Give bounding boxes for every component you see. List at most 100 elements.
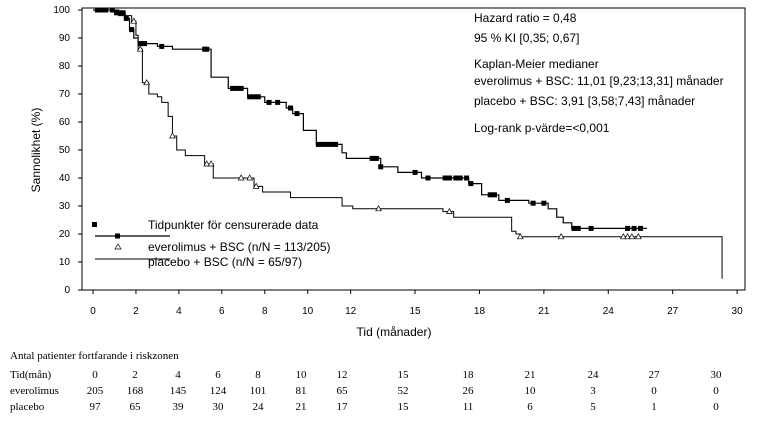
censored-mark-everolimus (129, 27, 135, 33)
censored-mark-everolimus (204, 46, 210, 52)
censored-mark-everolimus (504, 197, 510, 203)
legend: Tidpunkter för censurerade data everolimu… (92, 218, 331, 269)
x-tick-label: 0 (90, 306, 96, 317)
censored-mark-everolimus (288, 105, 294, 111)
risk-cell: 5 (590, 401, 596, 413)
censored-mark-everolimus (457, 175, 463, 181)
censored-mark-everolimus (123, 15, 129, 21)
censored-mark-everolimus (294, 111, 300, 117)
censored-mark-placebo (246, 174, 254, 181)
censored-mark-everolimus (412, 169, 418, 175)
censored-mark-everolimus (328, 141, 334, 147)
censored-mark-placebo (136, 45, 144, 52)
risk-cell: 145 (170, 385, 187, 397)
legend-everolimus-marker (115, 233, 120, 239)
risk-cell: 1 (651, 401, 657, 413)
censored-mark-everolimus (120, 10, 126, 16)
risk-cell: 2 (132, 369, 138, 381)
y-axis-label: Sannolikhet (%) (29, 108, 43, 193)
censored-mark-placebo (375, 205, 382, 212)
censored-mark-everolimus (137, 41, 143, 47)
censored-mark-placebo (207, 160, 215, 167)
censored-mark-everolimus (275, 99, 281, 105)
risk-cell: 18 (463, 369, 475, 381)
censored-mark-everolimus (637, 225, 643, 231)
annotation-line: Kaplan-Meier medianer (474, 57, 599, 71)
risk-table-title: Antal patienter fortfarande i riskzonen (10, 350, 179, 362)
risk-cell: 10 (296, 369, 308, 381)
risk-cell: 27 (649, 369, 661, 381)
risk-cell: 21 (525, 369, 536, 381)
censored-mark-placebo (634, 233, 642, 240)
censored-mark-everolimus (142, 41, 148, 47)
censored-mark-everolimus (541, 200, 547, 206)
censored-mark-placebo (557, 233, 565, 240)
risk-table: Antal patienter fortfarande i riskzonen T… (10, 350, 722, 413)
censored-mark-placebo (624, 233, 632, 240)
annotation-line: Hazard ratio = 0,48 (474, 11, 577, 25)
risk-cell: 0 (713, 401, 719, 413)
y-tick-label: 20 (59, 229, 71, 240)
censored-mark-everolimus (159, 43, 165, 49)
censored-mark-everolimus (266, 99, 272, 105)
risk-cell: 11 (463, 401, 474, 413)
annotation-line: placebo + BSC: 3,91 [3,58;7,43] månader (474, 94, 695, 108)
y-tick-label: 80 (59, 61, 71, 72)
risk-cell: 101 (250, 385, 267, 397)
censored-mark-everolimus (487, 192, 493, 198)
risk-cell: 52 (398, 385, 409, 397)
legend-censored-marker (92, 222, 97, 227)
x-tick-label: 10 (302, 306, 314, 317)
censored-mark-everolimus (378, 164, 384, 170)
risk-cell: 15 (398, 401, 410, 413)
risk-cell: 4 (175, 369, 181, 381)
x-tick-label: 4 (176, 306, 182, 317)
risk-cell: 124 (210, 385, 227, 397)
risk-row-label: Tid(mån) (10, 369, 51, 381)
censored-mark-placebo (203, 160, 211, 167)
x-tick-label: 24 (603, 306, 615, 317)
censored-mark-everolimus (464, 175, 470, 181)
x-tick-label: 8 (262, 306, 268, 317)
risk-cell: 39 (173, 401, 185, 413)
censored-mark-everolimus (114, 10, 120, 16)
censored-mark-everolimus (530, 200, 536, 206)
censored-mark-everolimus (575, 225, 581, 231)
x-tick-label: 6 (219, 306, 225, 317)
censored-mark-everolimus (442, 175, 448, 181)
annotation-line: everolimus + BSC: 11,01 [9,23;13,31] mån… (474, 74, 724, 88)
censored-mark-placebo (516, 233, 524, 240)
risk-cell: 168 (127, 385, 144, 397)
censored-mark-everolimus (625, 225, 631, 231)
censored-mark-placebo (237, 174, 245, 181)
risk-cell: 65 (337, 385, 349, 397)
risk-cell: 8 (255, 369, 261, 381)
risk-cell: 0 (651, 385, 657, 397)
risk-cell: 17 (337, 401, 349, 413)
annotation-line: 95 % KI [0,35; 0,67] (474, 31, 579, 45)
risk-cell: 6 (527, 401, 533, 413)
censored-mark-everolimus (117, 10, 123, 16)
y-tick-label: 10 (59, 257, 71, 268)
risk-cell: 65 (130, 401, 142, 413)
risk-cell: 15 (398, 369, 410, 381)
risk-cell: 10 (525, 385, 537, 397)
censored-mark-placebo (252, 182, 260, 189)
censored-mark-everolimus (373, 155, 379, 161)
censored-mark-everolimus (588, 225, 594, 231)
x-tick-label: 27 (667, 306, 679, 317)
risk-row-label: placebo (10, 401, 45, 413)
censored-mark-everolimus (631, 225, 637, 231)
risk-cell: 0 (92, 369, 98, 381)
annotation-line: Log-rank p-värde=<0,001 (474, 121, 610, 135)
legend-placebo-marker (114, 243, 122, 250)
x-tick-label: 30 (732, 306, 744, 317)
x-tick-label: 15 (409, 306, 421, 317)
censored-mark-everolimus (238, 85, 244, 91)
risk-cell: 97 (90, 401, 102, 413)
risk-cell: 24 (253, 401, 265, 413)
risk-cell: 21 (296, 401, 307, 413)
censored-mark-placebo (619, 233, 627, 240)
risk-cell: 12 (337, 369, 348, 381)
